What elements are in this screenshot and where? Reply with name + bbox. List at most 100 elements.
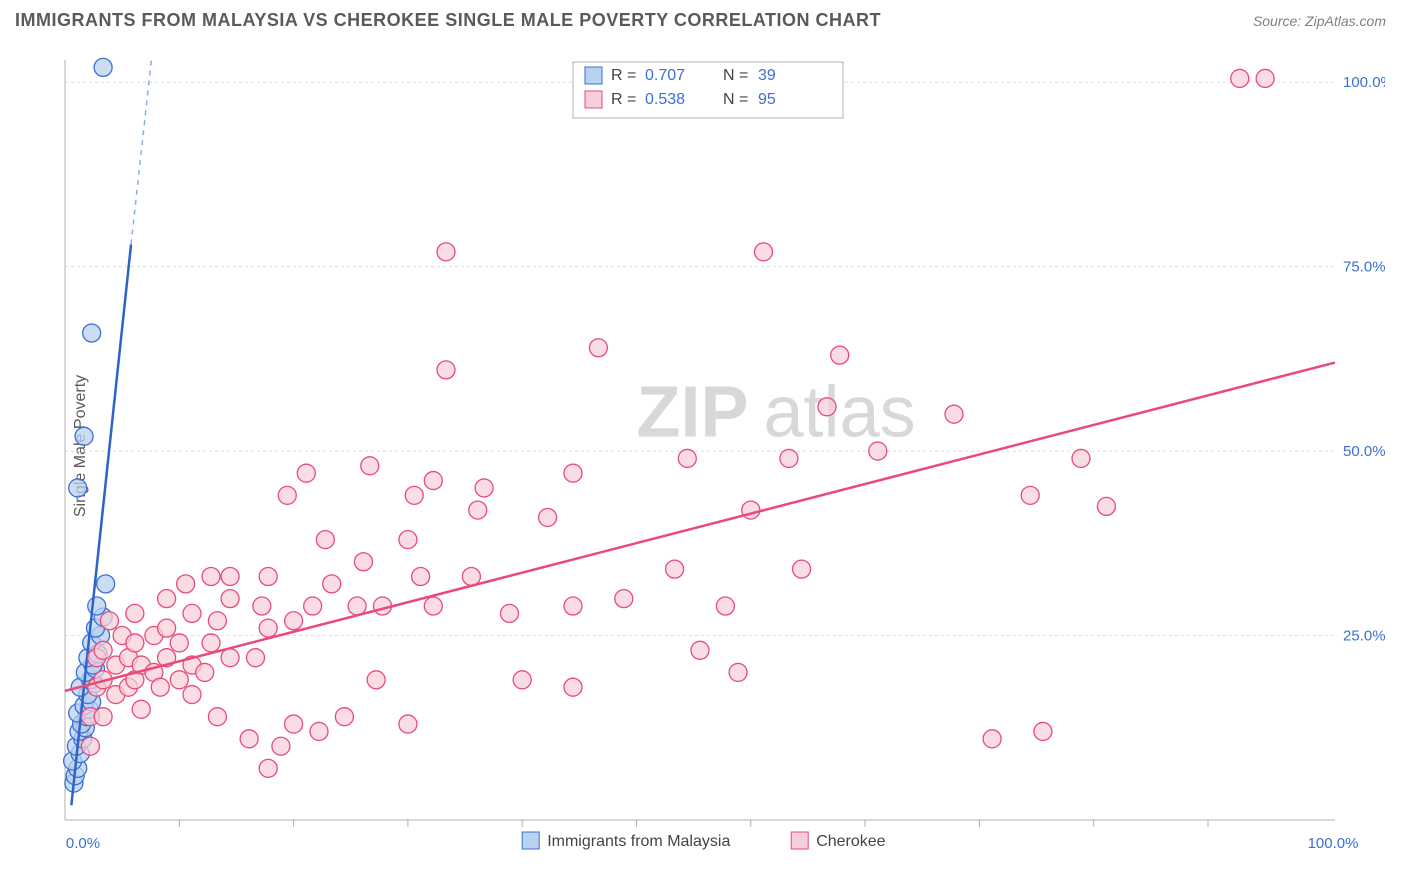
trend-line-extrapolated (131, 60, 151, 244)
scatter-point (278, 486, 296, 504)
scatter-point (285, 715, 303, 733)
scatter-point (183, 686, 201, 704)
scatter-point (539, 508, 557, 526)
scatter-point (678, 449, 696, 467)
scatter-point (1021, 486, 1039, 504)
scatter-point (589, 339, 607, 357)
chart-source: Source: ZipAtlas.com (1253, 13, 1386, 29)
scatter-point (335, 708, 353, 726)
scatter-point (177, 575, 195, 593)
scatter-point (437, 361, 455, 379)
scatter-point (259, 619, 277, 637)
scatter-point (94, 708, 112, 726)
watermark-zip: ZIP (637, 372, 749, 452)
scatter-point (170, 671, 188, 689)
scatter-point (564, 597, 582, 615)
scatter-point (221, 568, 239, 586)
y-tick-label: 75.0% (1343, 259, 1385, 276)
scatter-point (564, 678, 582, 696)
legend-swatch (522, 832, 539, 849)
scatter-point (869, 442, 887, 460)
scatter-point (196, 663, 214, 681)
legend-n-value: 95 (758, 91, 776, 108)
watermark-atlas: atlas (764, 372, 916, 452)
scatter-point (755, 243, 773, 261)
scatter-point (88, 597, 106, 615)
legend-swatch (585, 91, 602, 108)
y-tick-label: 25.0% (1343, 628, 1385, 645)
scatter-point (304, 597, 322, 615)
scatter-point (151, 678, 169, 696)
scatter-point (272, 737, 290, 755)
legend-series-label: Immigrants from Malaysia (547, 833, 730, 850)
scatter-point (469, 501, 487, 519)
scatter-point (310, 722, 328, 740)
x-tick-label: 100.0% (1308, 835, 1359, 852)
scatter-point (126, 604, 144, 622)
scatter-point (818, 398, 836, 416)
scatter-point (1072, 449, 1090, 467)
scatter-point (208, 708, 226, 726)
scatter-point (399, 531, 417, 549)
scatter-point (297, 464, 315, 482)
chart-title: IMMIGRANTS FROM MALAYSIA VS CHEROKEE SIN… (15, 10, 881, 31)
scatter-point (158, 619, 176, 637)
scatter-point (945, 405, 963, 423)
scatter-point (183, 604, 201, 622)
scatter-point (354, 553, 372, 571)
x-tick-label: 0.0% (66, 835, 100, 852)
legend-r-prefix: R = (611, 91, 636, 108)
legend-n-prefix: N = (723, 91, 748, 108)
scatter-point (83, 324, 101, 342)
scatter-point (202, 634, 220, 652)
scatter-point (94, 58, 112, 76)
legend-r-value: 0.707 (645, 67, 685, 84)
scatter-point (81, 737, 99, 755)
scatter-point (462, 568, 480, 586)
scatter-point (691, 641, 709, 659)
scatter-point (729, 663, 747, 681)
y-tick-label: 50.0% (1343, 443, 1385, 460)
scatter-point (615, 590, 633, 608)
scatter-point (1231, 69, 1249, 87)
scatter-point (158, 590, 176, 608)
scatter-point (323, 575, 341, 593)
scatter-point (793, 560, 811, 578)
scatter-point (126, 634, 144, 652)
scatter-point (666, 560, 684, 578)
scatter-point (170, 634, 188, 652)
legend-n-prefix: N = (723, 67, 748, 84)
scatter-point (221, 590, 239, 608)
scatter-point (780, 449, 798, 467)
scatter-point (1034, 722, 1052, 740)
scatter-chart: ZIPatlas 25.0% 50.0% 75.0% 100.0% 0.0% 100.0% R… (55, 45, 1385, 865)
scatter-point (367, 671, 385, 689)
legend-r-prefix: R = (611, 67, 636, 84)
scatter-point (564, 464, 582, 482)
scatter-point (405, 486, 423, 504)
scatter-point (513, 671, 531, 689)
legend-r-value: 0.538 (645, 91, 685, 108)
scatter-point (202, 568, 220, 586)
scatter-point (983, 730, 1001, 748)
scatter-point (285, 612, 303, 630)
scatter-point (240, 730, 258, 748)
scatter-point (94, 641, 112, 659)
legend-series-label: Cherokee (816, 833, 885, 850)
scatter-point (316, 531, 334, 549)
scatter-point (361, 457, 379, 475)
y-tick-label: 100.0% (1343, 74, 1385, 91)
scatter-point (97, 575, 115, 593)
legend-n-value: 39 (758, 67, 776, 84)
scatter-point (716, 597, 734, 615)
chart-svg: ZIPatlas 25.0% 50.0% 75.0% 100.0% 0.0% 100.0% R… (55, 45, 1385, 865)
scatter-point (253, 597, 271, 615)
scatter-point (75, 427, 93, 445)
scatter-point (208, 612, 226, 630)
scatter-point (1256, 69, 1274, 87)
scatter-point (221, 649, 239, 667)
scatter-point (100, 612, 118, 630)
scatter-point (424, 597, 442, 615)
scatter-point (475, 479, 493, 497)
scatter-point (412, 568, 430, 586)
